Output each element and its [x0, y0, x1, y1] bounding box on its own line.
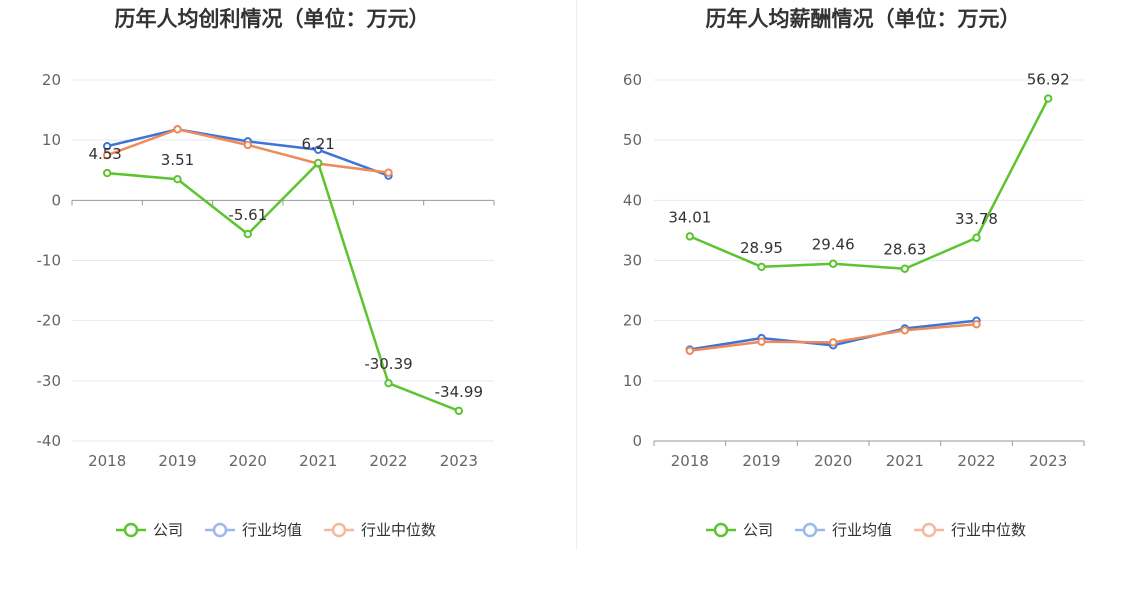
salary-company-data-label: 28.63	[883, 241, 926, 259]
profit-company-point	[384, 378, 393, 388]
salary-y-tick-label: 10	[623, 372, 642, 390]
salary-per-capita-chart: 历年人均薪酬情况（单位：万元） 60 50 40 30 20 10 0 2018 2019 2020…	[577, 0, 1148, 550]
salary-industry-median-point	[757, 337, 766, 346]
salary-x-tick-label: 2021	[886, 452, 924, 470]
salary-legend-item-industry-median: 行业中位数	[914, 521, 1026, 539]
profit-industry-avg-point	[102, 141, 112, 151]
salary-company-point	[757, 262, 766, 272]
salary-legend-item-industry-avg: 行业均值	[795, 521, 892, 539]
salary-legend-marker	[921, 522, 937, 538]
salary-legend-label: 公司	[743, 521, 773, 539]
profit-industry-median-point	[173, 125, 182, 134]
salary-legend-marker	[802, 522, 818, 538]
profit-x-tick-label: 2021	[299, 452, 337, 470]
profit-x-tick-label: 2018	[88, 452, 126, 470]
profit-company-data-label: 3.51	[161, 151, 194, 169]
salary-legend-item-company: 公司	[706, 521, 773, 539]
profit-x-tick-label: 2022	[369, 452, 407, 470]
profit-company-point	[243, 229, 253, 239]
salary-x-tick-label: 2022	[957, 452, 995, 470]
salary-per-capita-svg: 历年人均薪酬情况（单位：万元） 60 50 40 30 20 10 0 2018 2019 2020…	[623, 7, 1085, 539]
profit-chart-title: 历年人均创利情况（单位：万元）	[115, 7, 430, 31]
salary-chart-title: 历年人均薪酬情况（单位：万元）	[706, 7, 1021, 31]
salary-company-point	[685, 232, 695, 241]
salary-company-data-label: 56.92	[1027, 71, 1070, 89]
profit-x-tick-label: 2019	[158, 452, 196, 470]
salary-company-point	[972, 233, 981, 242]
profit-legend-marker	[212, 522, 228, 538]
salary-x-tick-label: 2020	[814, 452, 852, 470]
salary-industry-median-point	[900, 326, 910, 335]
salary-industry-median-point	[828, 338, 838, 347]
salary-company-data-label: 34.01	[668, 208, 711, 226]
profit-y-tick-label: 10	[42, 131, 61, 149]
salary-company-data-label: 29.46	[812, 236, 855, 254]
profit-legend-label: 行业均值	[242, 521, 302, 539]
profit-company-data-label: -34.99	[435, 383, 483, 401]
profit-company-data-label: 4.53	[88, 145, 121, 163]
profit-company-line	[107, 161, 460, 413]
salary-company-point	[900, 264, 910, 273]
salary-industry-median-point	[685, 346, 695, 355]
chart-divider	[576, 0, 577, 550]
profit-legend-item-industry-median: 行业中位数	[324, 521, 436, 539]
profit-company-point	[313, 158, 323, 168]
profit-company-data-label: -5.61	[228, 206, 267, 224]
profit-industry-median-point	[384, 168, 393, 177]
profit-y-tick-label: 20	[42, 71, 61, 89]
salary-y-tick-label: 50	[623, 131, 642, 149]
salary-company-point	[828, 259, 838, 268]
profit-industry-avg-point	[313, 145, 323, 154]
profit-legend-label: 行业中位数	[361, 521, 436, 539]
profit-x-tick-label: 2020	[229, 452, 267, 470]
profit-company-point	[454, 406, 464, 416]
salary-company-line	[689, 97, 1050, 270]
salary-legend-label: 行业均值	[832, 521, 892, 539]
profit-y-tick-label: -30	[37, 372, 62, 390]
profit-y-tick-label: -40	[37, 432, 62, 450]
profit-industry-avg-line	[106, 128, 389, 177]
profit-legend-marker	[331, 522, 347, 538]
profit-legend-item-company: 公司	[116, 521, 183, 539]
profit-legend-item-industry-avg: 行业均值	[205, 521, 302, 539]
salary-x-tick-label: 2018	[671, 452, 709, 470]
profit-per-capita-svg: 历年人均创利情况（单位：万元） 20 10 0 -10 -20 -30 -40 2018 2019…	[37, 7, 495, 539]
salary-legend-label: 行业中位数	[951, 521, 1026, 539]
salary-y-tick-label: 30	[623, 252, 642, 270]
salary-legend-marker	[713, 522, 729, 538]
profit-legend-marker	[123, 522, 139, 538]
profit-y-tick-label: 0	[51, 191, 61, 209]
salary-company-data-label: 33.78	[955, 210, 998, 228]
salary-company-data-label: 28.95	[740, 239, 783, 257]
salary-y-tick-label: 60	[623, 71, 642, 89]
profit-company-data-label: 6.21	[301, 135, 334, 153]
profit-legend-label: 公司	[153, 521, 183, 539]
profit-industry-median-point	[243, 140, 253, 150]
profit-y-tick-label: -20	[37, 312, 62, 330]
profit-company-point	[102, 168, 112, 178]
salary-company-point	[1043, 94, 1053, 103]
salary-x-tick-label: 2019	[742, 452, 780, 470]
profit-y-tick-label: -10	[37, 252, 62, 270]
salary-y-tick-label: 20	[623, 312, 642, 330]
profit-company-point	[173, 175, 182, 184]
salary-y-tick-label: 40	[623, 191, 642, 209]
profit-per-capita-chart: 历年人均创利情况（单位：万元） 20 10 0 -10 -20 -30 -40 2018 2019…	[0, 0, 576, 550]
salary-x-tick-label: 2023	[1029, 452, 1067, 470]
profit-industry-median-point	[102, 151, 112, 160]
profit-company-data-label: -30.39	[364, 355, 412, 373]
salary-industry-median-point	[972, 320, 981, 329]
salary-y-tick-label: 0	[632, 432, 642, 450]
profit-x-tick-label: 2023	[440, 452, 478, 470]
